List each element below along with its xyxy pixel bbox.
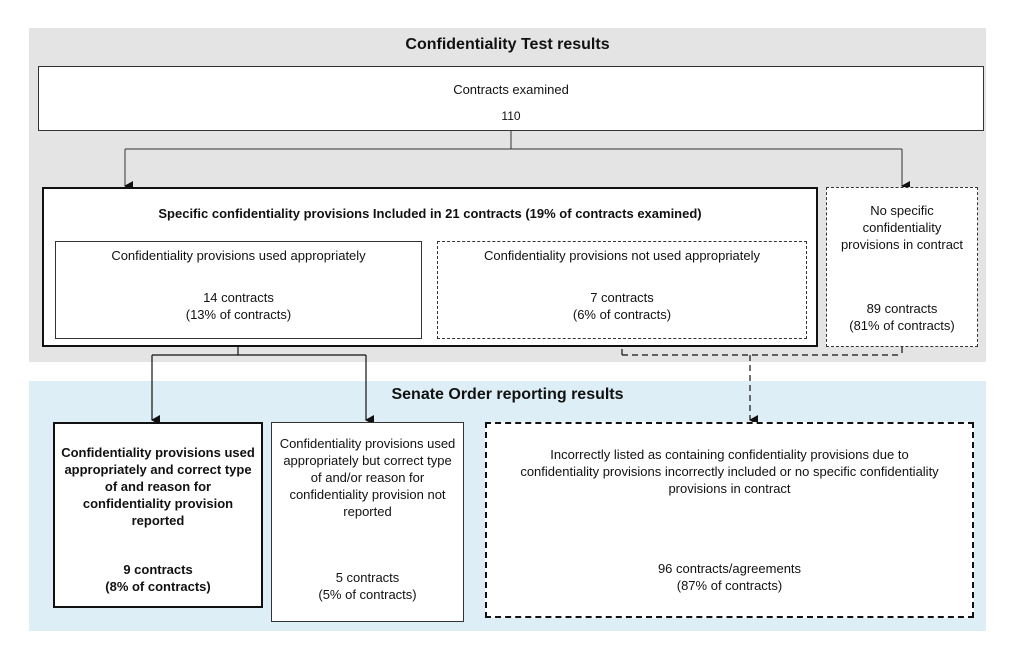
no-provisions-box: No specific confidentiality provisions i… [826,187,978,347]
provisions-reported-pct: (8% of contracts) [105,579,211,594]
provisions-reported-count: 9 contracts [123,562,193,577]
no-provisions-label: No specific confidentiality provisions i… [840,203,964,252]
no-provisions-count: 89 contracts [866,301,938,316]
provisions-not-appropriate-pct: (6% of contracts) [572,307,672,322]
contracts-examined-box: Contracts examined 110 [38,66,984,131]
incorrectly-listed-box: Incorrectly listed as containing confide… [485,422,974,618]
incorrectly-listed-label: Incorrectly listed as containing confide… [520,447,939,496]
provisions-not-appropriate-label: Confidentiality provisions not used appr… [483,248,761,263]
provisions-not-reported-count: 5 contracts [335,570,400,585]
contracts-examined-label: Contracts examined [453,82,569,97]
provisions-not-reported-box: Confidentiality provisions used appropri… [271,422,464,622]
provisions-appropriate-box: Confidentiality provisions used appropri… [55,241,422,339]
incorrectly-listed-count: 96 contracts/agreements [657,561,802,576]
provisions-reported-label: Confidentiality provisions used appropri… [61,445,255,528]
no-provisions-pct: (81% of contracts) [849,318,955,333]
provisions-not-reported-label: Confidentiality provisions used appropri… [279,436,456,519]
provisions-appropriate-pct: (13% of contracts) [185,307,292,322]
examined-connector [124,131,910,191]
provisions-not-reported-pct: (5% of contracts) [318,587,417,602]
provisions-not-appropriate-box: Confidentiality provisions not used appr… [437,241,807,339]
test-results-title: Confidentiality Test results [405,36,610,53]
provisions-not-appropriate-count: 7 contracts [590,290,654,305]
appropriate-connector [151,339,374,425]
incorrectly-listed-pct: (87% of contracts) [676,578,783,593]
provisions-appropriate-label: Confidentiality provisions used appropri… [111,248,366,263]
provisions-appropriate-count: 14 contracts [203,290,274,305]
provisions-included-title: Specific confidentiality provisions Incl… [158,206,702,221]
senate-order-title: Senate Order reporting results [391,386,624,403]
provisions-reported-box: Confidentiality provisions used appropri… [53,422,263,608]
contracts-examined-count: 110 [501,109,521,123]
incorrect-connector [621,339,903,425]
